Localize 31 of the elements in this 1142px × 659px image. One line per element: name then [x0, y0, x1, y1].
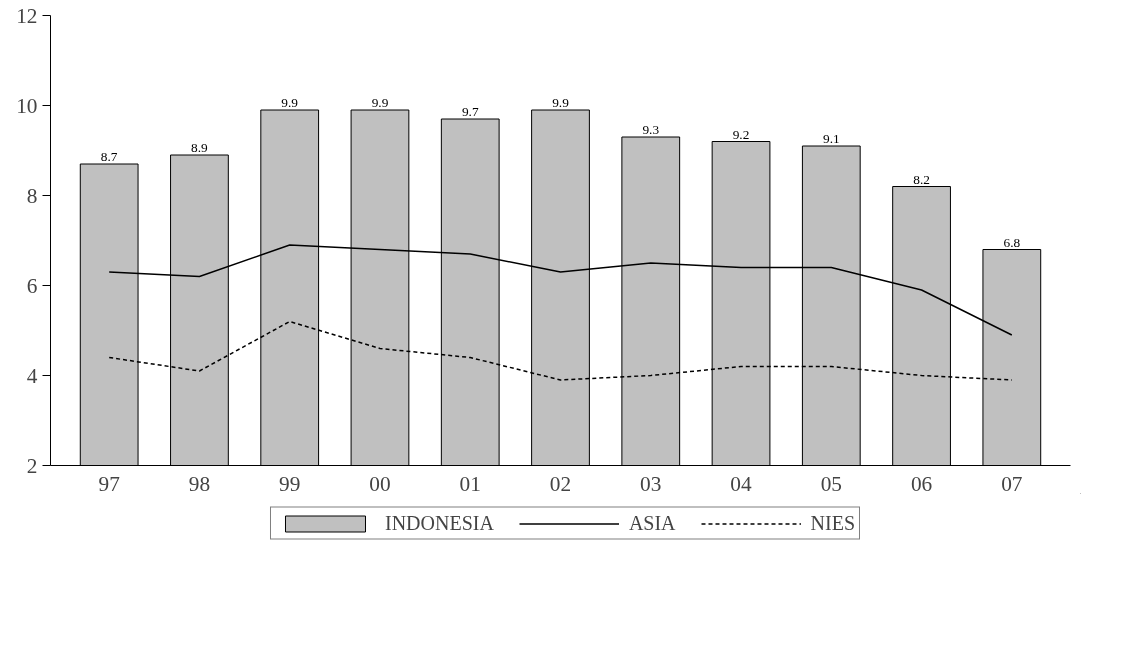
x-tick-label: 01	[459, 471, 481, 496]
data-label: 9.9	[552, 95, 570, 110]
data-label: 9.9	[281, 95, 299, 110]
x-tick-label: 00	[369, 471, 391, 496]
x-tick-label: 04	[730, 471, 753, 496]
data-label: 8.2	[913, 171, 930, 187]
y-tick-label: 4	[26, 363, 38, 388]
x-tick-label: 06	[910, 471, 933, 496]
y-tick-label: 10	[16, 93, 38, 118]
data-label: 8.7	[100, 149, 118, 164]
x-tick-label: 02	[549, 471, 572, 496]
data-label: 6.8	[1003, 234, 1021, 250]
x-tick-label: 07	[1001, 471, 1023, 496]
legend-label: INDONESIA	[384, 511, 494, 535]
data-label: 9.9	[371, 95, 389, 110]
x-tick-label: 03	[640, 471, 662, 496]
y-tick-label: 6	[26, 273, 38, 298]
legend-label: NIES	[810, 511, 856, 535]
x-tick-label: 97	[98, 471, 121, 496]
data-label: 9.3	[642, 122, 660, 137]
x-tick-label: 98	[188, 471, 211, 496]
x-tick-label: 05	[820, 471, 842, 496]
data-label: 9.2	[732, 126, 750, 142]
data-label: 9.7	[461, 104, 479, 119]
y-tick-label: 2	[26, 453, 38, 478]
y-tick-label: 12	[16, 3, 38, 28]
data-label: 8.9	[191, 140, 209, 155]
legend-label: ASIA	[628, 511, 676, 535]
x-tick-label: 99	[279, 471, 301, 496]
data-label: 9.1	[822, 131, 840, 146]
y-tick-label: 8	[26, 183, 38, 208]
